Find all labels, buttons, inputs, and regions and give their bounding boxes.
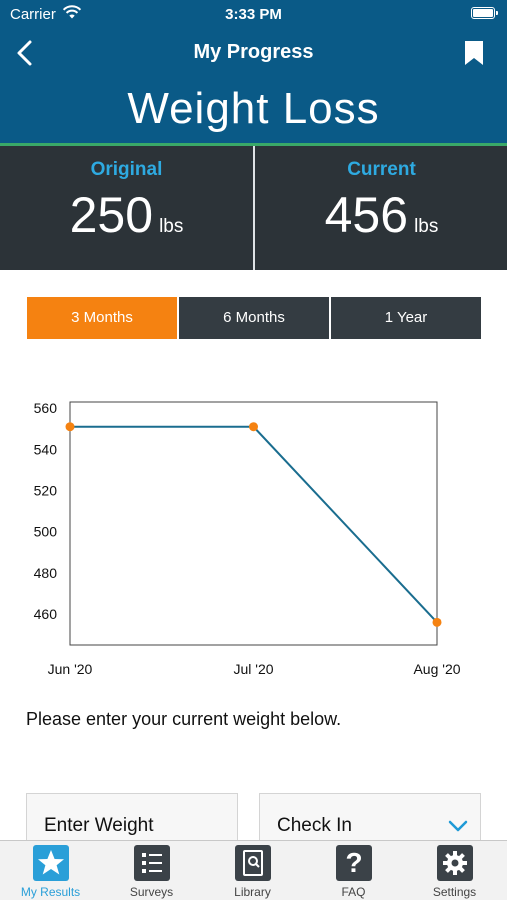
tab-label-my-results: My Results [20,885,81,899]
x-tick-label: Jul '20 [233,661,273,677]
gear-icon [437,845,473,881]
stats-panel: Original 250 lbs Current 456 lbs [0,146,507,270]
tab-library[interactable]: Library [202,841,303,900]
check-in-label: Check In [277,815,352,836]
y-tick-label: 520 [34,483,58,499]
y-tick-label: 540 [34,441,58,457]
list-icon [134,845,170,881]
range-tab-3-months[interactable]: 3 Months [27,297,177,339]
star-icon [33,845,69,881]
status-time: 3:33 PM [225,6,282,23]
wifi-icon [62,5,82,19]
range-tab-1-year[interactable]: 1 Year [331,297,481,339]
x-tick-label: Aug '20 [413,661,460,677]
weight-chart: 460 480 500 520 540 560 Jun '20 Jul '20 Aug '20 [34,400,461,677]
original-label: Original [90,159,163,180]
tab-settings[interactable]: Settings [404,841,505,900]
y-tick-label: 560 [34,400,58,416]
data-point [65,422,75,432]
question-icon: ? [336,845,372,881]
current-weight-stat: Current 456 lbs [255,146,507,270]
header: Carrier 3:33 PM My Progress Weight Loss [0,0,507,143]
weight-input[interactable]: Enter Weight [26,793,238,843]
status-bar: Carrier 3:33 PM [0,0,507,30]
page-title: Weight Loss [127,84,380,133]
y-tick-label: 460 [34,606,58,622]
current-label: Current [347,159,416,180]
tab-label-surveys: Surveys [129,885,174,899]
series-line [70,425,438,624]
carrier-label: Carrier [10,6,56,23]
tab-label-settings: Settings [432,885,477,899]
range-tab-6-months[interactable]: 6 Months [179,297,329,339]
original-weight-stat: Original 250 lbs [0,146,253,270]
nav-title: My Progress [193,41,314,63]
original-unit: lbs [159,216,184,237]
data-point [249,422,258,432]
current-unit: lbs [414,216,439,237]
original-value: 250 [69,187,154,243]
tab-faq[interactable]: ? FAQ [303,841,404,900]
weight-instruction: Please enter your current weight below. [26,709,342,729]
tab-label-faq: FAQ [341,885,366,899]
y-tick-label: 480 [34,565,58,581]
tab-surveys[interactable]: Surveys [101,841,202,900]
weight-placeholder: Enter Weight [44,815,154,836]
check-in-select[interactable]: Check In [259,793,481,843]
tab-bar: My Results Surveys Library ? FAQ [0,840,507,900]
bookmark-button[interactable] [463,40,485,66]
chevron-left-icon [17,40,32,66]
tab-my-results[interactable]: My Results [0,841,101,900]
bookmark-icon [465,41,483,65]
header-accent-line [0,143,507,146]
stats-divider [253,146,255,270]
chevron-down-icon [448,820,468,832]
chart-plot-frame [69,401,438,646]
x-tick-label: Jun '20 [48,661,93,677]
book-icon [235,845,271,881]
y-tick-label: 500 [34,524,58,540]
data-point [432,617,442,627]
current-value: 456 [324,187,409,243]
battery-icon [471,7,498,19]
back-button[interactable] [12,38,40,68]
tab-label-library: Library [234,885,271,899]
